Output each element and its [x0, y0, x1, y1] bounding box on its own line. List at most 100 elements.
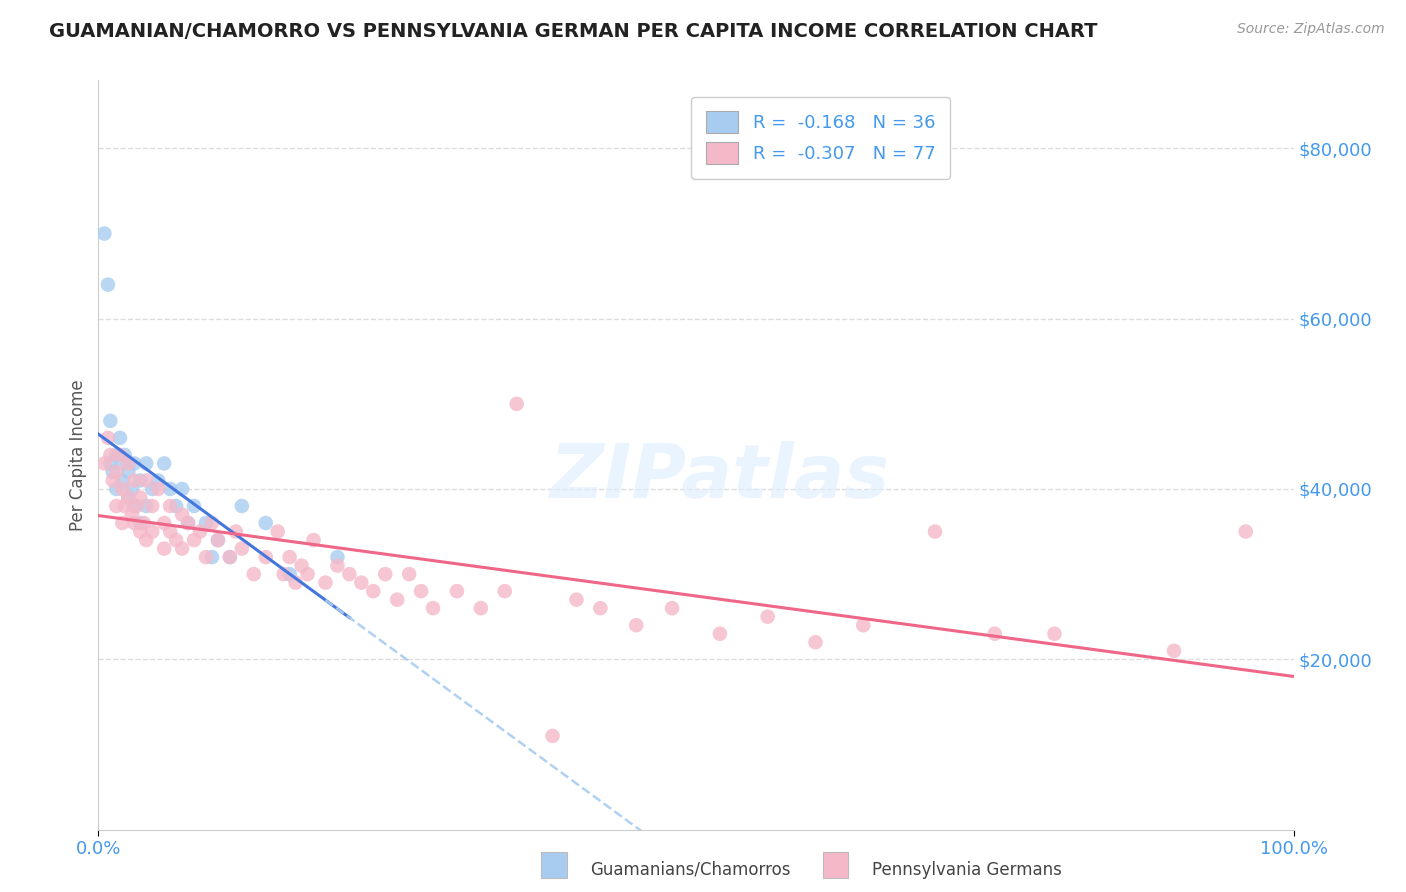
Point: [98, 457, 122, 471]
Point: [117, 491, 139, 505]
Point: [195, 550, 218, 565]
Point: [411, 584, 433, 599]
Point: [172, 508, 194, 522]
Point: [101, 465, 124, 479]
Point: [129, 524, 152, 539]
Point: [114, 499, 136, 513]
Point: [159, 524, 181, 539]
Point: [135, 499, 157, 513]
Point: [219, 550, 242, 565]
Text: Guamanians/Chamorros: Guamanians/Chamorros: [591, 861, 792, 879]
Point: [124, 499, 146, 513]
Point: [661, 601, 683, 615]
Text: GUAMANIAN/CHAMORRO VS PENNSYLVANIA GERMAN PER CAPITA INCOME CORRELATION CHART: GUAMANIAN/CHAMORRO VS PENNSYLVANIA GERMA…: [49, 22, 1098, 41]
Point: [153, 457, 176, 471]
Point: [350, 575, 373, 590]
Point: [117, 457, 139, 471]
Point: [589, 601, 612, 615]
Point: [135, 474, 157, 488]
Point: [132, 516, 155, 530]
Point: [153, 516, 176, 530]
Point: [105, 448, 128, 462]
Point: [105, 465, 128, 479]
Point: [804, 635, 827, 649]
Point: [125, 499, 148, 513]
Point: [326, 550, 349, 565]
Point: [165, 533, 187, 547]
Point: [114, 448, 136, 462]
Point: [105, 482, 128, 496]
Point: [339, 567, 361, 582]
Point: [315, 575, 337, 590]
Point: [506, 397, 529, 411]
Point: [111, 482, 134, 496]
Point: [124, 474, 146, 488]
Point: [111, 474, 134, 488]
Point: [1043, 626, 1066, 640]
Point: [1234, 524, 1257, 539]
Point: [291, 558, 314, 573]
Point: [121, 508, 143, 522]
Point: [254, 516, 277, 530]
Point: [98, 448, 122, 462]
Point: [141, 524, 163, 539]
Point: [924, 524, 946, 539]
Point: [278, 550, 301, 565]
Point: [117, 465, 139, 479]
Point: [398, 567, 420, 582]
Point: [243, 567, 266, 582]
Point: [148, 482, 170, 496]
Point: [117, 491, 139, 505]
Legend: R =  -0.168   N = 36, R =  -0.307   N = 77: R = -0.168 N = 36, R = -0.307 N = 77: [692, 97, 950, 178]
Point: [153, 541, 176, 556]
Point: [129, 516, 152, 530]
Point: [254, 550, 277, 565]
Point: [141, 482, 163, 496]
Point: [709, 626, 731, 640]
Point: [385, 592, 409, 607]
Point: [201, 516, 224, 530]
Point: [278, 567, 301, 582]
Point: [297, 567, 319, 582]
Point: [183, 499, 205, 513]
Point: [201, 550, 224, 565]
Point: [446, 584, 468, 599]
Point: [326, 558, 349, 573]
Text: Pennsylvania Germans: Pennsylvania Germans: [872, 861, 1062, 879]
Point: [422, 601, 444, 615]
Point: [219, 550, 242, 565]
Point: [177, 516, 200, 530]
Point: [165, 499, 187, 513]
Point: [1163, 644, 1185, 658]
Point: [148, 474, 170, 488]
Point: [177, 516, 200, 530]
Text: ZIPatlas: ZIPatlas: [550, 441, 890, 514]
Point: [852, 618, 875, 632]
Text: Source: ZipAtlas.com: Source: ZipAtlas.com: [1237, 22, 1385, 37]
Point: [93, 227, 115, 241]
Point: [231, 499, 253, 513]
Point: [541, 729, 564, 743]
Point: [141, 499, 163, 513]
Point: [225, 524, 247, 539]
Point: [159, 482, 181, 496]
Point: [363, 584, 385, 599]
Point: [565, 592, 588, 607]
Point: [207, 533, 229, 547]
Point: [105, 499, 128, 513]
Point: [124, 457, 146, 471]
Point: [101, 474, 124, 488]
Point: [195, 516, 218, 530]
Point: [302, 533, 325, 547]
Point: [470, 601, 492, 615]
Point: [121, 482, 143, 496]
Point: [172, 482, 194, 496]
Point: [159, 499, 181, 513]
Point: [756, 609, 779, 624]
Point: [108, 448, 131, 462]
Point: [494, 584, 516, 599]
Point: [135, 533, 157, 547]
Point: [284, 575, 307, 590]
Point: [98, 414, 122, 428]
Point: [231, 541, 253, 556]
